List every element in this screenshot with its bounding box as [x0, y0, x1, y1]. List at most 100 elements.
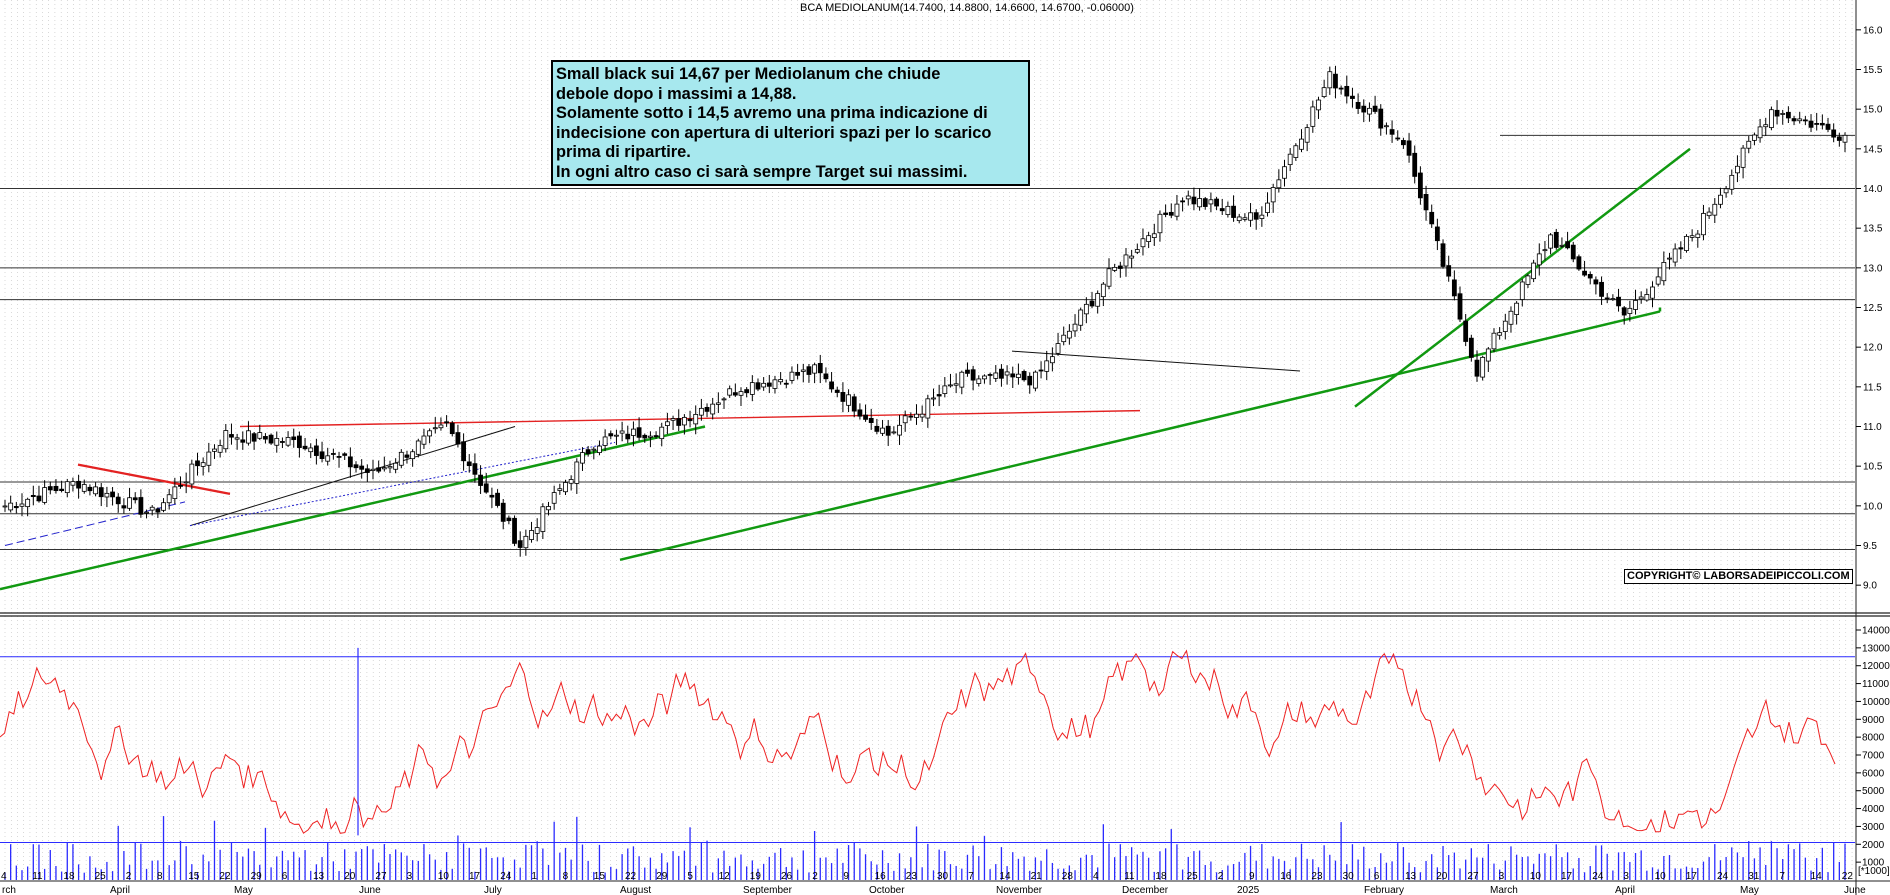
day-tick-label: 2 [812, 871, 818, 882]
candle-body [795, 371, 801, 376]
candle-body [1655, 276, 1661, 285]
candle-body [1689, 235, 1695, 238]
day-tick-label: 8 [563, 871, 569, 882]
day-tick-label: 6 [1374, 871, 1380, 882]
candle-body [1831, 129, 1837, 138]
candle-body [766, 382, 772, 387]
candle-body [144, 511, 149, 514]
oscillator-tick-label: 14000 [1862, 626, 1890, 637]
candle-body [155, 508, 161, 513]
candle-body [404, 454, 410, 458]
candle-body [1293, 145, 1299, 158]
candle-body [8, 502, 14, 511]
candle-body [727, 388, 733, 396]
day-tick-label: 13 [313, 871, 325, 882]
support-trendline [1354, 147, 1691, 408]
candle-body [472, 463, 478, 475]
day-tick-label: 11 [32, 871, 43, 882]
candle-body [817, 362, 823, 374]
trend-line [1011, 350, 1301, 372]
month-label: May [234, 885, 253, 895]
candle-body [2, 505, 8, 508]
day-tick-label: 4 [1, 871, 7, 882]
candle-body [189, 463, 195, 485]
candle-body [336, 456, 342, 458]
candle-body [953, 383, 959, 386]
price-tick-label: 12.0 [1863, 343, 1883, 354]
candle-body [438, 424, 444, 429]
candle-body [1825, 123, 1831, 130]
candle-body [1344, 85, 1350, 97]
candle-body [902, 415, 908, 424]
candle-body [636, 427, 642, 438]
candle-body [715, 402, 721, 405]
candle-body [1542, 249, 1548, 252]
candle-body [70, 481, 76, 486]
candle-body [1752, 134, 1757, 141]
candle-body [1010, 373, 1016, 378]
day-tick-label: 10 [438, 871, 450, 882]
day-tick-label: 20 [1436, 871, 1448, 882]
price-tick-label: 12.5 [1863, 303, 1883, 314]
candle-body [1417, 172, 1423, 199]
candle-body [1095, 293, 1101, 307]
candle-body [1242, 217, 1248, 220]
day-tick-label: 18 [1155, 871, 1167, 882]
day-tick-label: 27 [375, 871, 387, 882]
candle-body [1395, 137, 1401, 140]
candle-body [614, 434, 619, 437]
oscillator-series [0, 647, 1855, 836]
candle-body [280, 441, 285, 443]
candle-body [1740, 147, 1746, 168]
candle-body [1406, 140, 1412, 156]
candle-body [257, 432, 263, 439]
candle-body [1451, 279, 1457, 297]
day-tick-label: 9 [1249, 871, 1255, 882]
candle-body [529, 530, 534, 540]
candle-body [681, 417, 687, 426]
candle-body [693, 413, 699, 425]
candle-body [970, 369, 976, 381]
candle-body [98, 487, 104, 498]
day-tick-label: 24 [1592, 871, 1604, 882]
candle-body [1519, 281, 1525, 300]
candle-body [851, 396, 857, 412]
candle-body [1066, 330, 1072, 339]
candle-body [25, 498, 31, 508]
candle-body [76, 480, 81, 489]
candle-body [104, 492, 110, 498]
note-line: In ogni altro caso ci sarà sempre Target… [556, 162, 968, 181]
day-tick-label: 6 [282, 871, 288, 882]
candle-body [1049, 356, 1055, 364]
month-label: August [620, 885, 651, 895]
candle-body [1327, 71, 1333, 89]
candle-body [1248, 212, 1253, 221]
candle-body [478, 474, 483, 486]
month-label: July [484, 885, 502, 895]
day-tick-label: 24 [500, 871, 512, 882]
candle-body [557, 488, 563, 491]
candle-body [1350, 95, 1355, 99]
month-label: April [110, 885, 130, 895]
candle-body [987, 374, 993, 376]
candle-body [783, 382, 789, 385]
candle-body [1769, 109, 1774, 128]
candle-body [732, 392, 738, 396]
candle-body [1117, 265, 1123, 269]
day-tick-label: 25 [1187, 871, 1199, 882]
candle-body [1718, 194, 1723, 205]
candle-body [246, 430, 251, 444]
candle-body [455, 432, 461, 445]
candle-body [195, 460, 200, 467]
candle-body [1729, 174, 1735, 190]
day-tick-label: 2 [1218, 871, 1224, 882]
candle-body [591, 448, 597, 451]
candle-body [1202, 198, 1208, 207]
candle-body [47, 486, 53, 491]
candle-body [965, 369, 970, 374]
candle-body [1791, 118, 1797, 122]
candle-body [1055, 343, 1061, 354]
candle-body [1650, 286, 1655, 299]
day-tick-label: 1 [531, 871, 537, 882]
